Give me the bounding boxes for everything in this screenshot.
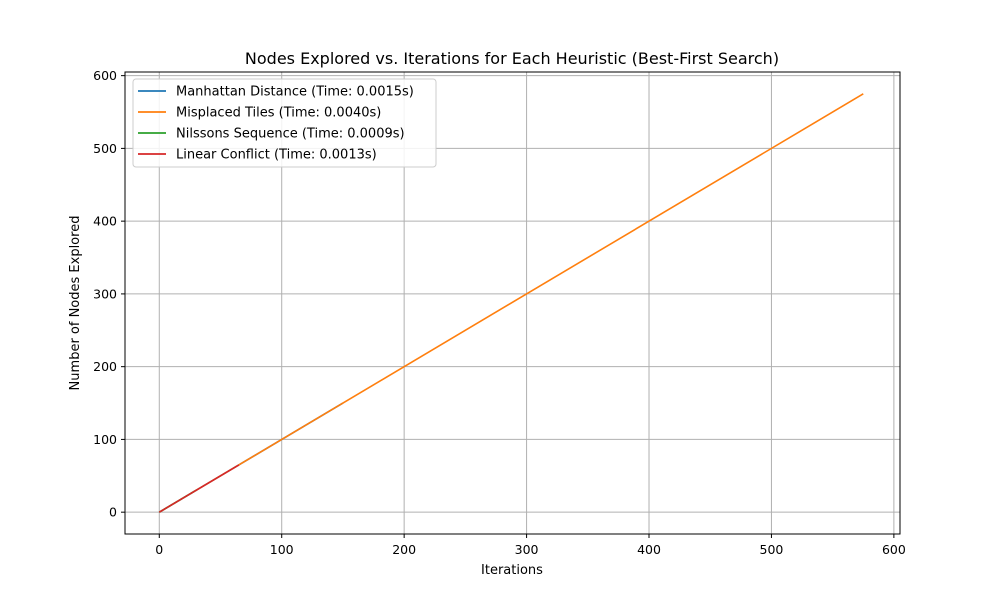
x-tick-label: 600 bbox=[882, 542, 906, 557]
x-tick-label: 100 bbox=[270, 542, 294, 557]
y-tick-label: 600 bbox=[93, 68, 117, 83]
x-tick-label: 400 bbox=[637, 542, 661, 557]
legend: Manhattan Distance (Time: 0.0015s) Mispla… bbox=[132, 78, 437, 168]
y-tick-label: 400 bbox=[93, 214, 117, 229]
legend-box bbox=[132, 78, 437, 168]
series-lines bbox=[158, 93, 864, 513]
y-tick-label: 500 bbox=[93, 141, 117, 156]
series-line-1 bbox=[158, 93, 864, 513]
y-tick-label: 100 bbox=[93, 432, 117, 447]
legend-entry: Misplaced Tiles (Time: 0.0040s) bbox=[176, 106, 381, 121]
x-tick-label: 500 bbox=[760, 542, 784, 557]
x-tick-label: 200 bbox=[392, 542, 416, 557]
axis-ticks: 0 100 200 300 400 500 600 0 100 200 300 400 500 600 bbox=[93, 68, 906, 557]
y-tick-label: 0 bbox=[109, 505, 117, 520]
series-line-3 bbox=[158, 464, 240, 513]
legend-entry: Nilssons Sequence (Time: 0.0009s) bbox=[176, 127, 405, 142]
legend-entry: Manhattan Distance (Time: 0.0015s) bbox=[176, 85, 414, 100]
x-tick-label: 300 bbox=[515, 542, 539, 557]
legend-entry: Linear Conflict (Time: 0.0013s) bbox=[176, 148, 377, 163]
x-axis-label: Iterations bbox=[481, 563, 543, 578]
chart-title: Nodes Explored vs. Iterations for Each H… bbox=[245, 49, 779, 68]
plot-area-frame bbox=[124, 71, 901, 535]
y-tick-label: 300 bbox=[93, 286, 117, 301]
y-tick-label: 200 bbox=[93, 359, 117, 374]
y-axis-label: Number of Nodes Explored bbox=[68, 216, 83, 391]
x-tick-label: 0 bbox=[155, 542, 163, 557]
